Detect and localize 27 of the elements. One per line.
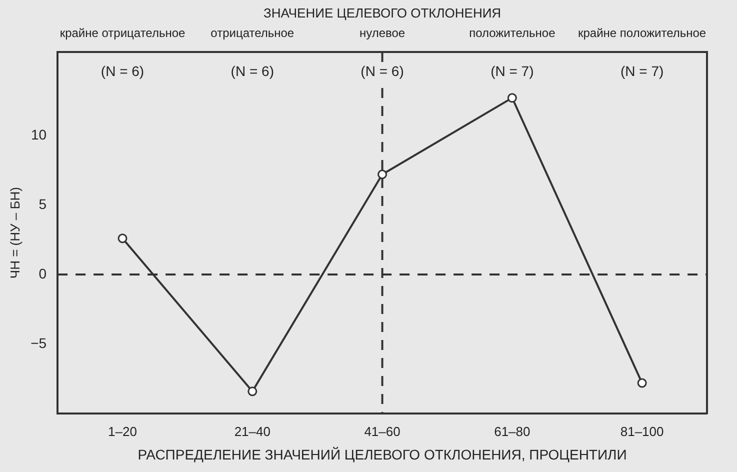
annotation: (N = 6) bbox=[100, 62, 144, 79]
point bbox=[507, 93, 517, 103]
point bbox=[248, 386, 258, 396]
point bbox=[118, 234, 128, 244]
x-axis-title: РАСПРЕДЕЛЕНИЕ ЗНАЧЕНИЙ ЦЕЛЕВОГО ОТКЛОНЕНИЯ, ПРОЦЕНТИЛИ bbox=[138, 446, 627, 462]
y-tick-label: 0 bbox=[38, 265, 47, 282]
annotation: (N = 6) bbox=[230, 62, 274, 79]
x-tick-label: 21–40 bbox=[234, 424, 270, 439]
x-tick-label: 41–60 bbox=[364, 424, 400, 439]
annotation: (N = 7) bbox=[620, 62, 664, 79]
x-tick-label: 81–100 bbox=[620, 424, 664, 439]
text: отрицательное bbox=[210, 26, 294, 40]
point bbox=[637, 378, 647, 388]
point bbox=[378, 170, 388, 180]
text: нулевое bbox=[359, 26, 406, 40]
x2-axis-title: ЗНАЧЕНИЕ ЦЕЛЕВОГО ОТКЛОНЕНИЯ bbox=[263, 5, 502, 20]
y-tick-label: 5 bbox=[38, 196, 47, 212]
y-tick-label: −5 bbox=[30, 334, 47, 351]
x-tick-label: 1–20 bbox=[108, 424, 137, 439]
y-axis-title: ЧН = (НУ – БН) bbox=[7, 187, 22, 279]
x-tick-label: 61–80 bbox=[494, 424, 530, 439]
text: положительное bbox=[469, 26, 556, 40]
y-tick-label: 10 bbox=[30, 126, 47, 142]
text: крайне положительное bbox=[578, 26, 706, 40]
annotation: (N = 7) bbox=[490, 62, 534, 79]
annotation: (N = 6) bbox=[360, 62, 404, 79]
text: крайне отрицательное bbox=[60, 26, 186, 40]
